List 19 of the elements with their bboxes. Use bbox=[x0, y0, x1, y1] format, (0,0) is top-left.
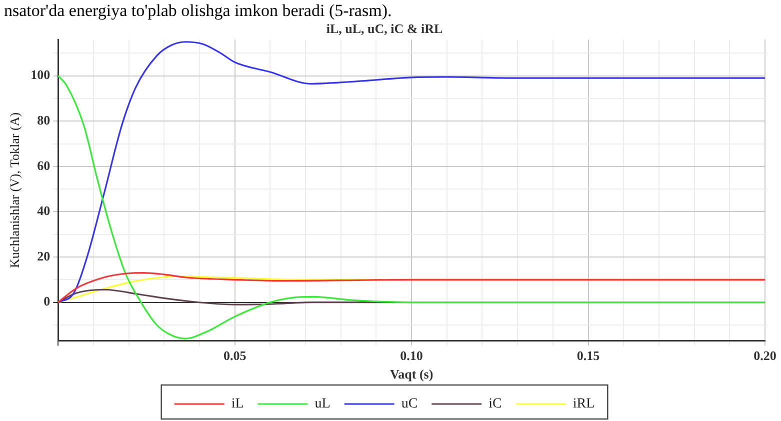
legend-label: iRL bbox=[572, 396, 595, 412]
legend-label: iL bbox=[231, 396, 244, 412]
y-tick-label: 40 bbox=[37, 203, 50, 218]
legend-label: uC bbox=[401, 396, 418, 412]
y-tick-label: 60 bbox=[37, 158, 50, 173]
legend-label: uL bbox=[314, 396, 330, 412]
x-axis-title: Vaqt (s) bbox=[390, 366, 434, 382]
y-axis-title: Kuchlanishlar (V), Toklar (A) bbox=[7, 112, 22, 268]
chart-title: iL, uL, uC, iC & iRL bbox=[326, 21, 443, 36]
x-tick-label: 0.10 bbox=[400, 348, 423, 363]
legend-label: iC bbox=[488, 396, 502, 412]
y-tick-label: 80 bbox=[37, 112, 50, 128]
x-tick-label: 0.15 bbox=[576, 348, 600, 363]
x-tick-label: 0.20 bbox=[754, 348, 776, 363]
y-tick-label: 20 bbox=[37, 248, 50, 264]
y-tick-label: 0 bbox=[44, 294, 50, 309]
y-tick-label: 100 bbox=[30, 67, 50, 82]
x-tick-label: 0.05 bbox=[223, 348, 247, 363]
text: nsator'da energiya to'plab olishga imkon beradi (5-rasm). bbox=[3, 0, 393, 22]
